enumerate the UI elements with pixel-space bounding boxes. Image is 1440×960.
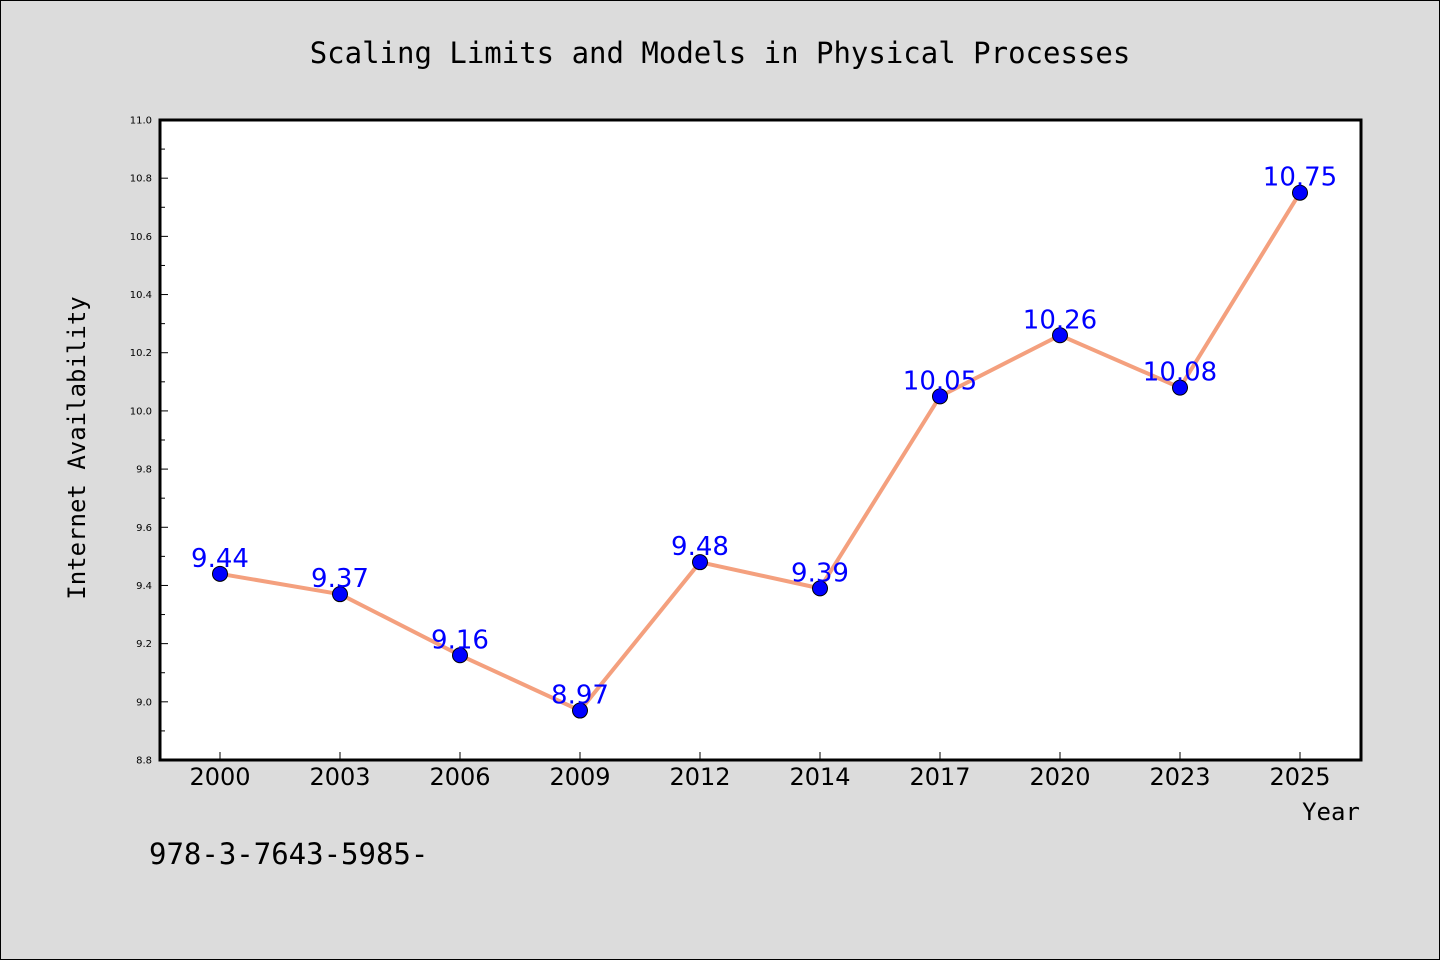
y-tick-label: 9.6 — [136, 523, 152, 534]
y-axis-label: Internet Availability — [63, 296, 91, 599]
y-tick-label: 10.6 — [130, 232, 152, 243]
y-tick-label: 9.8 — [136, 465, 152, 476]
y-tick-label: 8.8 — [136, 756, 152, 767]
x-axis-label: Year — [1302, 798, 1360, 826]
data-label: 10.05 — [903, 366, 977, 396]
data-label: 9.37 — [311, 564, 369, 594]
y-tick-label: 10.0 — [130, 406, 152, 417]
y-tick-label: 9.0 — [136, 697, 152, 708]
data-label: 9.48 — [671, 532, 729, 562]
data-label: 9.16 — [431, 625, 489, 655]
x-tick-label: 2009 — [549, 763, 610, 791]
x-tick-label: 2014 — [789, 763, 850, 791]
y-tick-label: 9.2 — [136, 639, 152, 650]
y-tick-label: 11.0 — [130, 116, 152, 127]
y-tick-label: 10.8 — [130, 174, 152, 185]
plot-area — [158, 118, 1363, 762]
y-axis: 8.8 9.0 9.2 9.4 9.6 9.8 10.0 10.2 10.4 10.6 10.8 11… — [130, 116, 168, 767]
x-tick-label: 2006 — [429, 763, 490, 791]
data-label: 8.97 — [551, 681, 609, 711]
data-point — [212, 565, 228, 582]
chart-title: Scaling Limits and Models in Physical Pr… — [310, 36, 1131, 70]
x-tick-label: 2023 — [1149, 763, 1210, 791]
data-label: 9.39 — [791, 558, 849, 588]
y-tick-label: 10.4 — [130, 290, 152, 301]
data-label: 10.26 — [1023, 305, 1097, 335]
x-tick-label: 2003 — [309, 763, 370, 791]
x-axis: 2000 2003 2006 2009 2012 2014 2017 2020 2023 2025 — [189, 752, 1331, 791]
data-point — [692, 554, 708, 571]
x-tick-label: 2025 — [1269, 763, 1330, 791]
footer-text: 978-3-7643-5985- — [149, 837, 428, 871]
data-point — [932, 388, 948, 405]
y-tick-label: 9.4 — [136, 581, 152, 592]
data-label: 10.75 — [1263, 163, 1337, 193]
y-tick-label: 10.2 — [130, 348, 152, 359]
series-line — [218, 190, 1302, 713]
data-point — [1292, 184, 1308, 201]
data-point — [812, 580, 828, 597]
x-tick-label: 2020 — [1029, 763, 1090, 791]
data-label: 9.44 — [191, 544, 249, 574]
data-label: 10.08 — [1143, 358, 1217, 388]
x-tick-label: 2017 — [909, 763, 970, 791]
data-point — [452, 647, 468, 664]
data-point — [1052, 327, 1068, 344]
data-point — [332, 586, 348, 603]
series-group: 9.44 9.37 9.16 8.97 9.48 9.39 10.05 10.26 10.08 1… — [191, 163, 1337, 719]
x-tick-label: 2000 — [189, 763, 250, 791]
data-point — [572, 702, 588, 719]
data-point — [1172, 379, 1188, 396]
x-tick-label: 2012 — [669, 763, 730, 791]
